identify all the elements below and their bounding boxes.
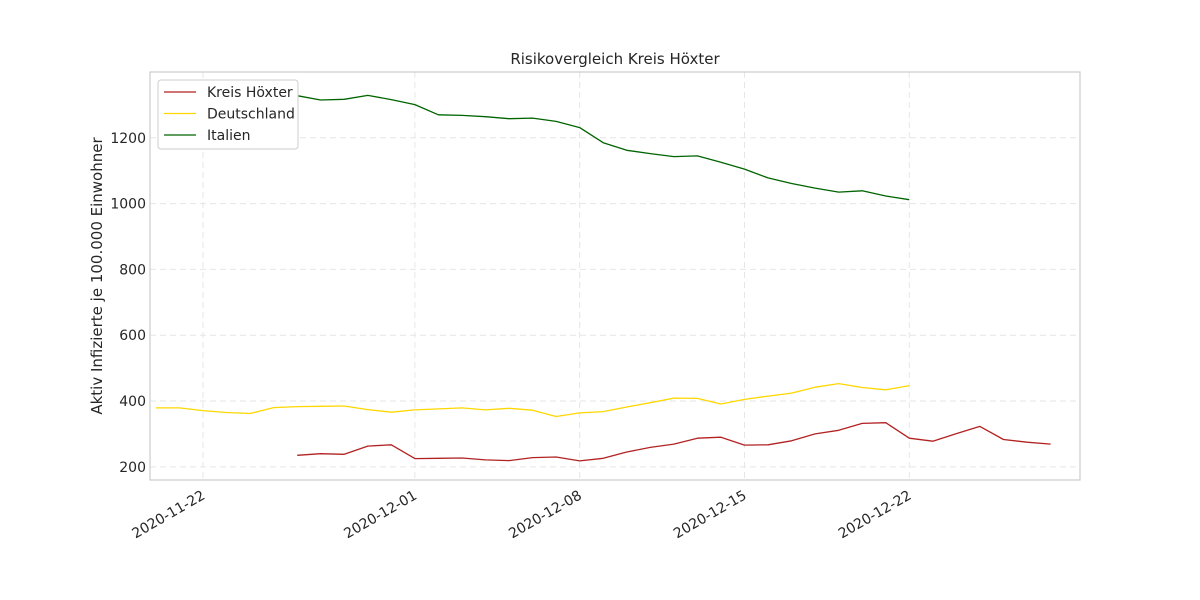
y-tick-label: 400 xyxy=(119,394,146,410)
x-tick-label: 2020-12-22 xyxy=(836,488,914,543)
y-tick-label: 1000 xyxy=(110,197,146,213)
series-line-1 xyxy=(297,422,1051,462)
legend: Kreis Höxter Deutschland Italien xyxy=(157,79,299,150)
series-line-2 xyxy=(155,382,910,418)
legend-label-1: Kreis Höxter xyxy=(207,85,293,101)
chart-title: Risikovergleich Kreis Höxter xyxy=(510,50,720,68)
plot-frame xyxy=(149,71,1081,481)
x-tick-label: 2020-12-15 xyxy=(671,488,749,543)
y-tick-labels: 200 400 600 800 1000 1200 xyxy=(110,131,146,476)
x-tick-label: 2020-12-01 xyxy=(341,488,419,543)
x-tick-label: 2020-12-08 xyxy=(506,488,584,543)
y-tick-label: 200 xyxy=(119,460,146,476)
y-axis-label: Aktiv Infizierte je 100.000 Einwohner xyxy=(88,137,106,415)
legend-label-3: Italien xyxy=(207,128,250,144)
y-tick-label: 600 xyxy=(119,328,146,344)
x-tick-label: 2020-11-22 xyxy=(130,488,208,543)
y-tick-label: 1200 xyxy=(110,131,146,147)
y-tick-label: 800 xyxy=(119,262,146,278)
legend-box xyxy=(157,79,299,150)
legend-label-2: Deutschland xyxy=(207,107,295,123)
series-layer xyxy=(155,94,1051,462)
grid xyxy=(150,72,1080,480)
x-tick-labels: 2020-11-22 2020-12-01 2020-12-08 2020-12-15… xyxy=(130,488,915,543)
series-line-3 xyxy=(273,94,910,201)
